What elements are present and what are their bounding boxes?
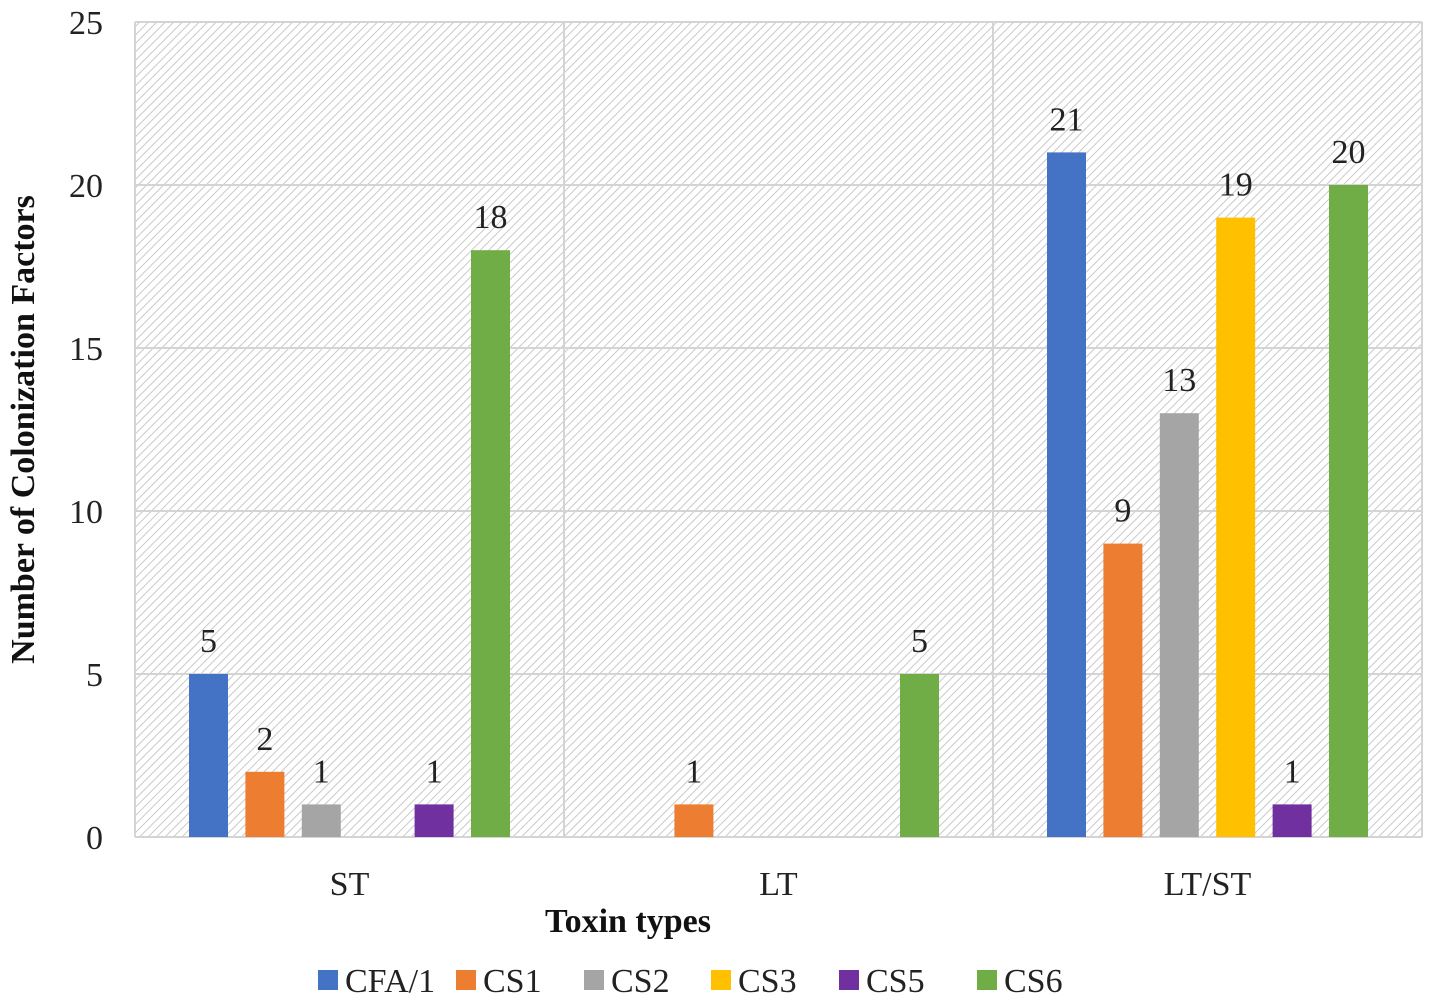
bar-cs2-lt-st <box>1159 413 1199 837</box>
legend: CFA/1 CS1 CS2 CS3 CS5 CS6 <box>318 963 1063 1000</box>
data-label: 1 <box>1284 753 1301 790</box>
bar-cs1-lt-st <box>1103 543 1143 837</box>
legend-label: CS3 <box>738 963 797 1000</box>
data-label: 2 <box>256 721 273 758</box>
bar-cs5-st <box>414 804 454 837</box>
bar-cs5-lt-st <box>1272 804 1312 837</box>
legend-swatch <box>839 970 859 990</box>
data-label: 5 <box>200 623 217 660</box>
x-tick-label: ST <box>330 866 370 903</box>
data-label: 13 <box>1162 362 1196 399</box>
data-label: 21 <box>1050 101 1084 138</box>
legend-label: CS5 <box>866 963 925 1000</box>
bar-cs6-st <box>471 250 510 837</box>
y-tick-label: 15 <box>69 331 103 368</box>
y-tick-label: 0 <box>86 820 103 857</box>
legend-label: CS6 <box>1004 963 1063 1000</box>
plot-area <box>135 22 1422 837</box>
x-tick-label: LT/ST <box>1164 866 1252 903</box>
legend-swatch <box>584 970 604 990</box>
data-label: 1 <box>426 753 443 790</box>
y-tick-label: 20 <box>69 168 103 205</box>
legend-label: CS2 <box>611 963 670 1000</box>
legend-label: CFA/1 <box>345 963 435 1000</box>
legend-swatch <box>456 970 476 990</box>
bar-cs6-lt <box>900 674 939 837</box>
legend-label: CS1 <box>483 963 542 1000</box>
data-label: 20 <box>1332 134 1366 171</box>
x-tick-label: LT <box>759 866 798 903</box>
bar-cs2-st <box>301 804 341 837</box>
y-tick-label: 10 <box>69 494 103 531</box>
bar-cs6-lt-st <box>1329 185 1368 837</box>
y-tick-label: 5 <box>86 657 103 694</box>
bar-cs1-st <box>245 771 285 837</box>
y-axis-title: Number of Colonization Factors <box>5 195 42 664</box>
y-tick-label: 25 <box>69 5 103 42</box>
legend-swatch <box>977 970 997 990</box>
bar-cfa-1-st <box>189 674 228 837</box>
bar-cfa-1-lt-st <box>1047 152 1086 837</box>
data-label: 5 <box>911 623 928 660</box>
data-label: 9 <box>1114 493 1131 530</box>
data-label: 19 <box>1219 167 1253 204</box>
data-label: 18 <box>474 199 508 236</box>
x-axis-title: Toxin types <box>545 903 711 940</box>
data-label: 1 <box>685 753 702 790</box>
bar-cs3-lt-st <box>1216 217 1256 838</box>
bar-cs1-lt <box>674 804 714 837</box>
legend-swatch <box>711 970 731 990</box>
legend-swatch <box>318 970 338 990</box>
data-label: 1 <box>313 753 330 790</box>
